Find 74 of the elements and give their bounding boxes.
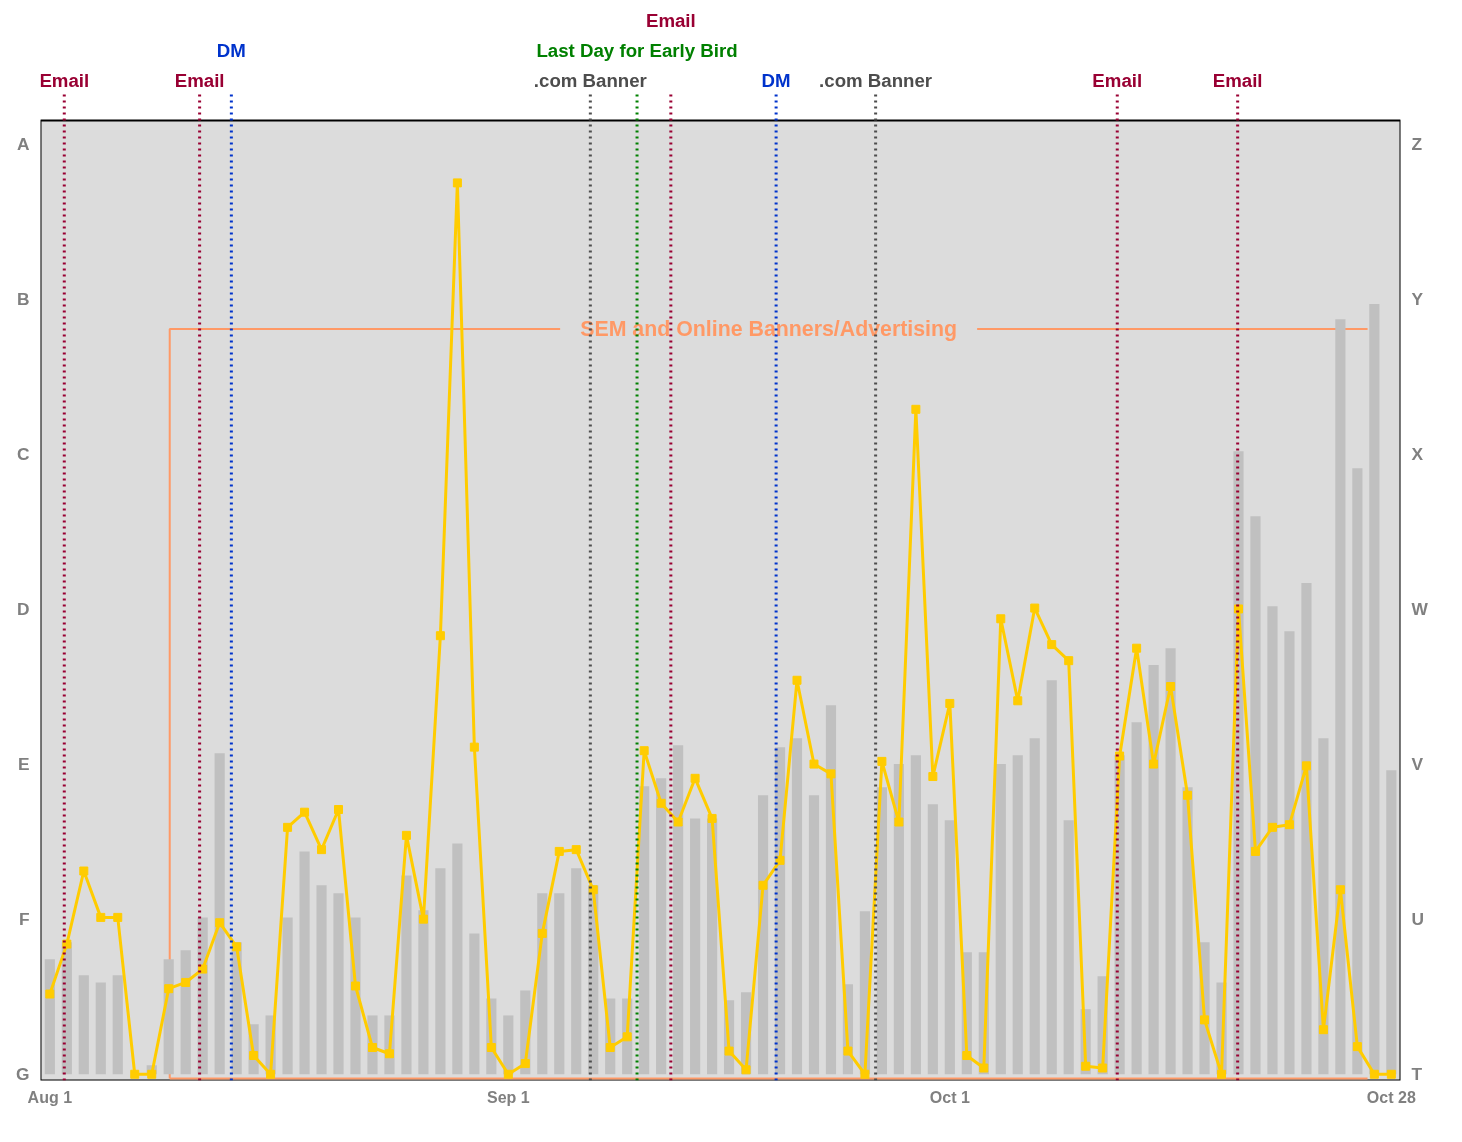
bar [1131,722,1142,1075]
bar [1352,468,1363,1075]
bar [1063,820,1074,1075]
bar [401,875,412,1075]
text: Email [39,70,90,91]
text: DM [216,40,246,61]
text: Email [174,70,225,91]
text: Y [1411,289,1424,310]
text: Email [1212,70,1263,91]
text: W [1411,599,1429,620]
text: .com Banner [819,70,933,91]
bar [214,753,225,1075]
bar [452,843,463,1075]
text: T [1411,1064,1423,1085]
x-tick-label: Aug 1 [27,1088,73,1106]
bar [825,705,837,1075]
bar [180,950,191,1075]
bar [673,745,684,1075]
bar [893,764,904,1075]
text: V [1411,754,1424,775]
bar [78,975,89,1075]
text: X [1411,444,1424,465]
bar [656,778,667,1075]
x-tick-label: Oct 28 [1366,1088,1416,1106]
bar [757,795,769,1075]
bar [791,738,803,1075]
bar [944,820,955,1075]
bar [1284,631,1295,1075]
bar [808,795,820,1075]
bar [1165,648,1176,1075]
text: C [16,444,30,465]
bar [1012,755,1023,1075]
x-tick-label: Sep 1 [486,1088,530,1106]
text: DM [761,70,791,91]
x-tick-label: Oct 1 [929,1088,970,1106]
bar [639,786,650,1075]
text: Last Day for Early Bird [536,40,738,61]
text: Email [645,10,696,31]
text: E [17,754,30,775]
bar [418,910,429,1075]
text: U [1411,909,1425,930]
bar [1148,665,1159,1075]
bar [571,868,582,1075]
bar [1267,606,1278,1075]
bar [1250,516,1261,1075]
text: B [16,289,30,310]
bar [995,764,1006,1075]
bar [876,787,887,1075]
bar [299,851,310,1075]
bar [927,804,938,1075]
text: Email [1092,70,1143,91]
bar [1335,319,1346,1075]
bar [112,975,123,1075]
bar [1046,680,1057,1075]
bar [435,868,446,1075]
bar [690,818,701,1075]
bar [1233,451,1244,1075]
bar [95,982,106,1075]
text: F [18,909,30,930]
text: .com Banner [533,70,647,91]
bar [554,893,565,1075]
bar [1182,787,1193,1075]
text: D [16,599,30,620]
bar [1029,738,1040,1075]
annotation: SEM and Online Banners/Advertising [580,317,958,342]
bar [910,755,921,1075]
bar [316,885,327,1075]
text: Z [1411,134,1423,155]
bar [282,917,293,1075]
bar [333,893,344,1075]
bar [1301,583,1312,1075]
text: A [16,134,30,155]
text: G [16,1064,30,1085]
bar [469,933,480,1075]
